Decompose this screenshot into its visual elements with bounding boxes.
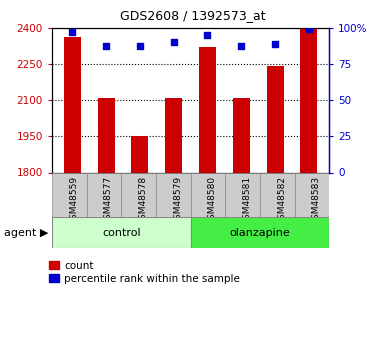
Text: GSM48583: GSM48583 (312, 176, 321, 225)
Bar (267, 66, 283, 172)
Bar (64, 37, 81, 172)
Text: GDS2608 / 1392573_at: GDS2608 / 1392573_at (120, 9, 265, 22)
Text: GSM48559: GSM48559 (69, 176, 78, 225)
Text: GSM48577: GSM48577 (104, 176, 113, 225)
Bar (233, 98, 250, 172)
Bar (52, 172, 87, 217)
Bar (87, 172, 121, 217)
Point (272, 41, 278, 46)
Bar (300, 29, 317, 172)
Text: control: control (102, 228, 141, 238)
Text: GSM48582: GSM48582 (277, 176, 286, 225)
Bar (52, 217, 191, 248)
Point (204, 32, 211, 38)
Bar (295, 172, 329, 217)
Point (69, 29, 75, 35)
Bar (165, 98, 182, 172)
Point (171, 39, 177, 45)
Text: agent ▶: agent ▶ (4, 228, 48, 238)
Point (103, 44, 109, 49)
Bar (98, 98, 114, 172)
Bar (131, 136, 148, 172)
Text: GSM48580: GSM48580 (208, 176, 217, 225)
Text: olanzapine: olanzapine (229, 228, 290, 238)
Bar (225, 172, 260, 217)
Point (306, 26, 312, 32)
Bar (121, 172, 156, 217)
Text: GSM48579: GSM48579 (173, 176, 182, 225)
Bar (156, 172, 191, 217)
Bar (260, 172, 295, 217)
Bar (199, 47, 216, 172)
Bar (191, 217, 329, 248)
Point (238, 44, 244, 49)
Text: GSM48578: GSM48578 (139, 176, 147, 225)
Text: GSM48581: GSM48581 (243, 176, 251, 225)
Bar (191, 172, 225, 217)
Legend: count, percentile rank within the sample: count, percentile rank within the sample (50, 260, 240, 284)
Point (137, 44, 143, 49)
